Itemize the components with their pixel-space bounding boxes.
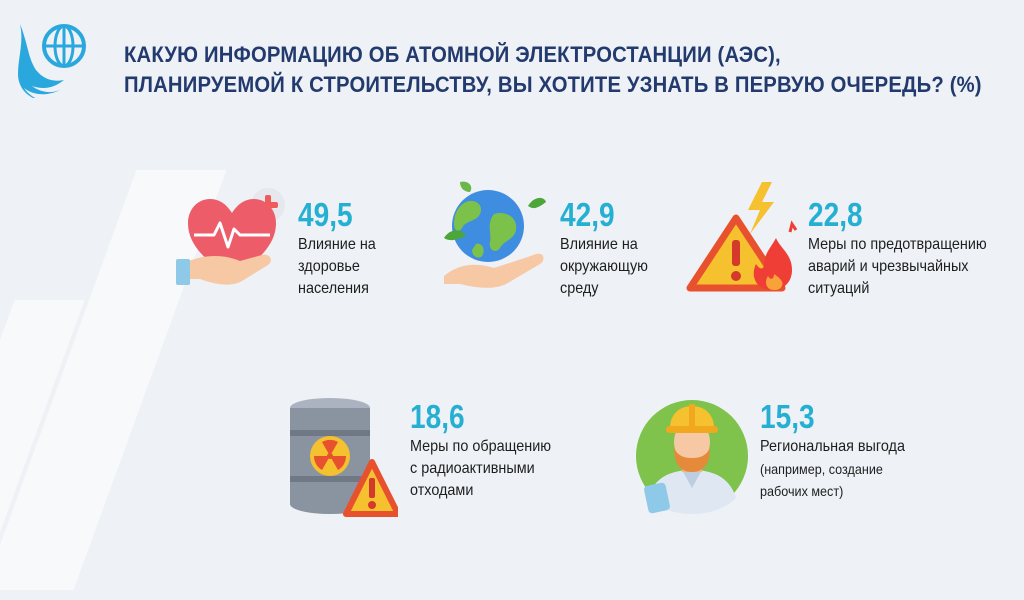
title-line-2: ПЛАНИРУЕМОЙ К СТРОИТЕЛЬСТВУ, ВЫ ХОТИТЕ У…	[124, 72, 982, 97]
title-line-1: КАКУЮ ИНФОРМАЦИЮ ОБ АТОМНОЙ ЭЛЕКТРОСТАНЦ…	[124, 42, 781, 67]
heart-hand-icon	[176, 188, 285, 285]
stat-label: Меры по предотвращению аварий и чрезвыча…	[808, 236, 987, 297]
warning-fire-icon	[686, 182, 798, 292]
stat-label: Меры по обращению с радиоактивными отход…	[410, 438, 552, 499]
stat-value: 18,6	[410, 398, 465, 435]
radioactive-barrel-icon	[290, 398, 398, 517]
stat-label: Влияние на окружающую среду	[560, 236, 648, 297]
logo-icon	[18, 24, 86, 98]
stat-label: Региональная выгода (например, создание …	[760, 438, 905, 499]
stat-value: 49,5	[298, 196, 353, 233]
earth-hand-icon	[444, 181, 546, 288]
stat-value: 42,9	[560, 196, 615, 233]
stat-value: 15,3	[760, 398, 815, 435]
stat-value: 22,8	[808, 196, 863, 233]
page-title: КАКУЮ ИНФОРМАЦИЮ ОБ АТОМНОЙ ЭЛЕКТРОСТАНЦ…	[124, 40, 982, 100]
worker-icon	[636, 400, 748, 514]
stat-label: Влияние на здоровье населения	[298, 236, 376, 297]
